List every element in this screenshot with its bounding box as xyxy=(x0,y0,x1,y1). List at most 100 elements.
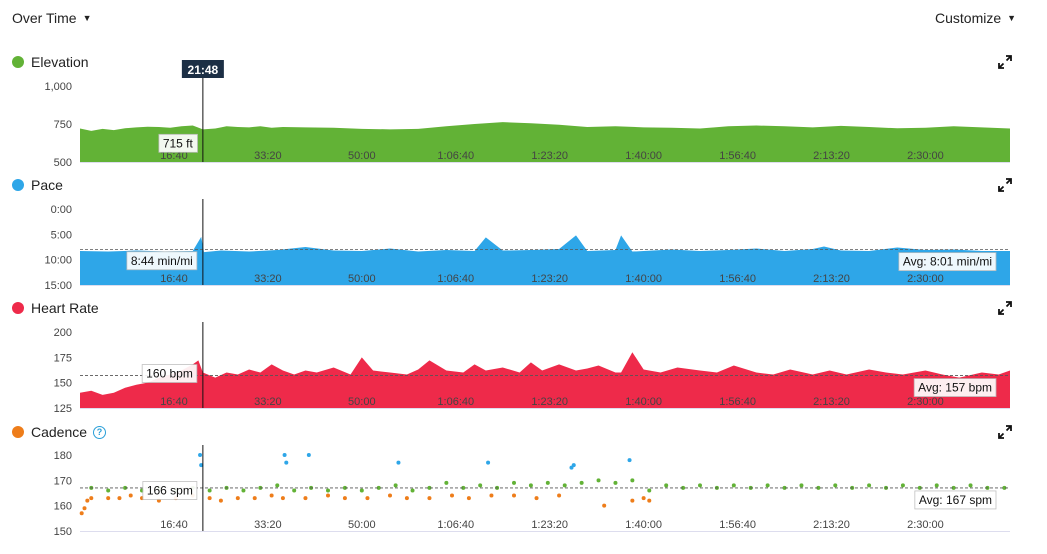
cursor-time-flag: 21:48 xyxy=(181,60,224,78)
data-point xyxy=(241,488,246,493)
heart-rate-chart: 125 150 175 200 16:40 33:20 50:00 1:06:40 1:23:2… xyxy=(54,322,1010,415)
expand-icon[interactable] xyxy=(998,301,1012,315)
data-point xyxy=(486,460,491,465)
elevation-title-text: Elevation xyxy=(31,54,89,70)
pace-chart: 0:00 5:00 10:00 15:00 16:40 33:20 50:00 1:06:40… xyxy=(44,199,1010,292)
cursor-value-label-bg xyxy=(141,364,198,383)
series-area xyxy=(80,352,1010,408)
data-point xyxy=(252,496,257,501)
elevation-legend-dot xyxy=(12,56,24,68)
data-point xyxy=(128,493,133,498)
x-tick-label: 16:40 xyxy=(160,519,188,531)
data-point xyxy=(427,496,432,501)
data-point xyxy=(275,483,280,488)
expand-icon[interactable] xyxy=(998,178,1012,192)
data-point xyxy=(450,493,454,498)
data-point xyxy=(900,483,905,488)
chevron-down-icon: ▼ xyxy=(1007,13,1017,23)
data-point xyxy=(306,453,311,457)
cursor-value-label-bg xyxy=(158,133,198,153)
x-tick-label: 2:13:20 xyxy=(813,150,850,162)
data-point xyxy=(731,483,736,488)
elevation-title: Elevation xyxy=(12,54,89,70)
average-label-box: Avg: 8:01 min/mi xyxy=(898,252,997,272)
chevron-down-icon: ▼ xyxy=(82,13,92,23)
x-tick-label: 2:30:00 xyxy=(907,150,944,162)
cursor-value-label: 715 ft xyxy=(163,136,194,150)
y-tick-label: 180 xyxy=(54,450,72,462)
cursor-value-label-box: 160 bpm xyxy=(141,364,198,383)
x-tick-label: 1:23:20 xyxy=(531,150,568,162)
pace-legend-dot xyxy=(12,179,24,191)
y-tick-label: 750 xyxy=(54,119,72,131)
y-tick-label: 1,000 xyxy=(44,81,72,93)
average-label-bg xyxy=(898,252,997,272)
x-tick-label: 1:23:20 xyxy=(531,396,568,408)
data-point xyxy=(816,485,821,490)
data-point xyxy=(478,483,483,488)
data-point xyxy=(342,496,347,501)
x-tick-label: 50:00 xyxy=(348,150,376,162)
data-point xyxy=(698,483,702,488)
expand-icon[interactable] xyxy=(998,425,1012,439)
data-point xyxy=(218,498,223,503)
x-tick-label: 50:00 xyxy=(348,396,376,408)
view-mode-label: Over Time xyxy=(12,10,77,26)
y-tick-label: 0:00 xyxy=(51,204,72,216)
data-point xyxy=(528,483,533,488)
data-point xyxy=(951,485,956,490)
x-tick-label: 1:40:00 xyxy=(625,150,662,162)
data-point xyxy=(106,488,111,493)
cursor-value-label: 166 spm xyxy=(147,483,193,497)
x-tick-label: 33:20 xyxy=(254,273,282,285)
cursor-value-label-box: 8:44 min/mi xyxy=(126,251,198,271)
data-point xyxy=(512,480,516,485)
y-tick-label: 160 xyxy=(54,501,72,513)
heart-rate-legend-dot xyxy=(12,302,24,314)
y-tick-label: 200 xyxy=(54,327,72,339)
data-point xyxy=(782,485,787,490)
data-point xyxy=(396,460,401,465)
help-icon[interactable]: ? xyxy=(93,425,107,439)
data-point xyxy=(82,506,87,511)
data-point xyxy=(359,488,364,493)
series-area xyxy=(80,122,1010,162)
data-point xyxy=(79,511,84,516)
data-point xyxy=(833,483,838,488)
data-point xyxy=(647,498,652,503)
customize-dropdown[interactable]: Customize ▼ xyxy=(935,10,1016,26)
data-point xyxy=(799,483,804,488)
average-label-bg xyxy=(913,378,997,397)
cadence-legend-dot xyxy=(12,426,24,438)
average-label-box: Avg: 157 bpm xyxy=(913,378,997,397)
data-point xyxy=(630,498,635,503)
data-point xyxy=(627,458,632,463)
x-tick-label: 50:00 xyxy=(348,519,376,531)
x-tick-label: 2:13:20 xyxy=(813,519,850,531)
expand-icon[interactable] xyxy=(998,55,1012,69)
heart-rate-title: Heart Rate xyxy=(12,300,99,316)
y-tick-label: 175 xyxy=(54,352,72,364)
pace-title: Pace xyxy=(12,177,63,193)
data-point xyxy=(198,453,203,457)
data-point xyxy=(681,485,686,490)
data-point xyxy=(326,493,330,498)
view-mode-dropdown[interactable]: Over Time ▼ xyxy=(12,10,92,26)
y-tick-label: 125 xyxy=(54,403,72,415)
x-tick-label: 2:13:20 xyxy=(813,273,850,285)
data-point xyxy=(410,488,415,493)
data-point xyxy=(765,483,770,488)
data-point xyxy=(489,493,494,498)
data-point xyxy=(117,496,122,501)
data-point xyxy=(89,496,94,501)
data-point xyxy=(630,478,635,483)
data-point xyxy=(269,493,274,498)
x-tick-label: 1:06:40 xyxy=(437,396,474,408)
elevation-chart: 500 750 1,000 16:40 33:20 50:00 1:06:40 1:23:20… xyxy=(44,60,1010,169)
y-tick-label: 170 xyxy=(54,475,72,487)
x-tick-label: 2:13:20 xyxy=(813,396,850,408)
cursor-value-label-box: 166 spm xyxy=(142,481,198,500)
x-tick-label: 1:06:40 xyxy=(437,150,474,162)
data-point xyxy=(427,485,432,490)
data-point xyxy=(613,480,618,485)
